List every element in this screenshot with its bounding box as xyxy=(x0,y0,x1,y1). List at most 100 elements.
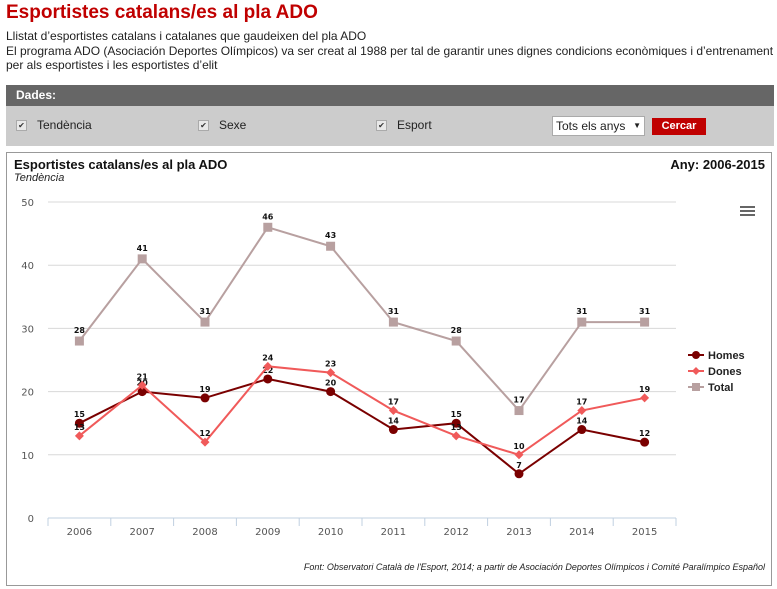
data-label: 43 xyxy=(325,231,336,240)
checkbox-checked-icon[interactable]: ✔ xyxy=(16,119,27,131)
chart-subtitle: Tendència xyxy=(14,172,65,184)
data-point-total xyxy=(137,254,147,264)
data-point-dones xyxy=(514,450,524,460)
line-chart: 0 10 20 30 40 50 2006 2007 2008 2009 2010 2011 2012 2… xyxy=(21,198,745,538)
data-point-dones xyxy=(640,393,650,403)
data-label: 13 xyxy=(74,423,85,432)
legend-label: Total xyxy=(708,382,733,394)
program-description: El programa ADO (Asociación Deportes Olí… xyxy=(6,44,774,72)
legend-marker xyxy=(692,367,700,375)
data-point-homes xyxy=(388,425,398,435)
legend-marker xyxy=(692,383,700,391)
series-line-total xyxy=(78,226,645,413)
y-tick-label: 10 xyxy=(21,451,34,462)
data-point-total xyxy=(388,317,398,327)
data-point-dones xyxy=(388,406,398,416)
x-tick-label: 2012 xyxy=(443,527,468,538)
data-label: 19 xyxy=(639,385,651,394)
x-tick-label: 2007 xyxy=(129,527,154,538)
filter-panel: ✔ Tendència ✔ Sexe ✔ Esport Tots els any… xyxy=(6,106,774,146)
data-point-dones xyxy=(137,380,147,390)
checkbox-label: Sexe xyxy=(219,118,247,132)
data-label: 31 xyxy=(199,307,211,316)
year-select[interactable]: Tots els anys ▼ xyxy=(552,116,645,136)
x-tick-label: 2015 xyxy=(632,527,657,538)
chart-years-label: Any: 2006-2015 xyxy=(670,157,765,172)
data-label: 15 xyxy=(451,410,463,419)
x-tick-label: 2006 xyxy=(67,527,92,538)
data-point-homes xyxy=(74,418,84,428)
data-label: 28 xyxy=(74,326,86,335)
data-point-dones xyxy=(326,368,336,378)
data-label: 31 xyxy=(639,307,651,316)
legend-label: Dones xyxy=(708,366,742,378)
data-label: 23 xyxy=(325,360,336,369)
data-point-homes xyxy=(200,393,210,403)
data-label: 41 xyxy=(137,244,149,253)
y-tick-label: 50 xyxy=(21,198,34,209)
series-line-dones xyxy=(78,365,645,456)
data-label: 31 xyxy=(576,307,588,316)
checkbox-label: Tendència xyxy=(37,118,92,132)
data-point-dones xyxy=(74,431,84,441)
x-tick-label: 2009 xyxy=(255,527,280,538)
legend-label: Homes xyxy=(708,350,745,362)
y-tick-label: 0 xyxy=(28,514,34,525)
data-label: 24 xyxy=(262,353,274,362)
data-point-total xyxy=(326,241,336,251)
checkbox-label: Esport xyxy=(397,118,432,132)
hamburger-menu-icon[interactable] xyxy=(740,206,755,218)
x-tick-label: 2008 xyxy=(192,527,217,538)
page-description: Llistat d’esportistes catalans i catalan… xyxy=(6,29,367,43)
data-label: 46 xyxy=(262,212,274,221)
data-point-homes xyxy=(263,374,273,384)
chart-panel: Esportistes catalans/es al pla ADO Tendè… xyxy=(6,152,772,586)
checkbox-tendencia[interactable]: ✔ Tendència xyxy=(16,118,92,132)
data-label: 10 xyxy=(513,442,525,451)
dades-label: Dades: xyxy=(16,88,57,102)
data-point-total xyxy=(451,336,461,346)
series-line-homes xyxy=(78,377,645,476)
data-point-total xyxy=(577,317,587,327)
data-point-dones xyxy=(577,406,587,416)
dropdown-arrow-icon: ▼ xyxy=(633,121,641,130)
data-label: 14 xyxy=(388,417,400,426)
x-tick-label: 2010 xyxy=(318,527,343,538)
search-button[interactable]: Cercar xyxy=(652,118,706,135)
dades-header: Dades: xyxy=(6,85,774,106)
y-tick-label: 30 xyxy=(21,324,34,335)
data-point-homes xyxy=(577,425,587,435)
data-point-dones xyxy=(263,361,273,371)
checkbox-checked-icon[interactable]: ✔ xyxy=(198,119,209,131)
data-point-total xyxy=(200,317,210,327)
data-label: 13 xyxy=(451,423,462,432)
data-point-homes xyxy=(514,469,524,479)
data-label: 19 xyxy=(199,385,211,394)
chart-title: Esportistes catalans/es al pla ADO xyxy=(14,157,228,172)
data-point-total xyxy=(263,222,273,232)
data-point-total xyxy=(514,406,524,416)
x-tick-label: 2014 xyxy=(569,527,594,538)
legend-marker xyxy=(692,351,700,359)
data-point-homes xyxy=(137,387,147,397)
data-point-homes xyxy=(326,387,336,397)
data-label: 7 xyxy=(516,461,522,470)
checkbox-checked-icon[interactable]: ✔ xyxy=(376,119,387,131)
data-point-total xyxy=(74,336,84,346)
data-label: 31 xyxy=(388,307,400,316)
data-point-total xyxy=(640,317,650,327)
checkbox-sexe[interactable]: ✔ Sexe xyxy=(198,118,246,132)
x-tick-label: 2013 xyxy=(506,527,531,538)
data-label: 17 xyxy=(513,396,524,405)
data-label: 28 xyxy=(451,326,463,335)
chart-source: Font: Observatori Català de l'Esport, 20… xyxy=(303,562,765,572)
data-label: 15 xyxy=(74,410,86,419)
data-label: 12 xyxy=(639,429,650,438)
checkbox-esport[interactable]: ✔ Esport xyxy=(376,118,432,132)
y-tick-label: 40 xyxy=(21,261,34,272)
data-label: 14 xyxy=(576,417,588,426)
page-title: Esportistes catalans/es al pla ADO xyxy=(6,2,318,23)
y-tick-label: 20 xyxy=(21,388,34,399)
x-tick-label: 2011 xyxy=(381,527,406,538)
data-label: 21 xyxy=(137,372,149,381)
